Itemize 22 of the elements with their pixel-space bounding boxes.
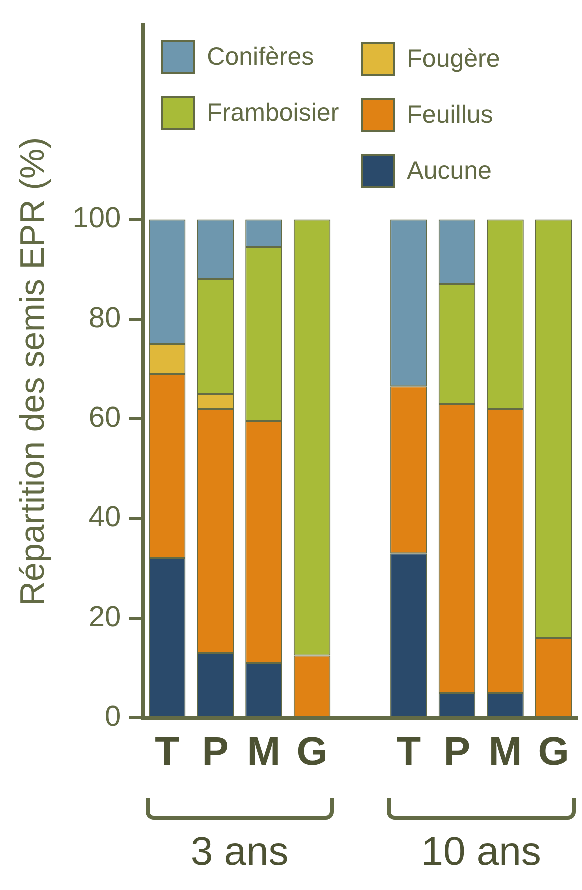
legend-label: Framboisier	[207, 98, 340, 128]
text: 3 ans	[190, 830, 290, 875]
legend-label: Feuillus	[407, 100, 494, 130]
y-tick-label: 20	[88, 601, 122, 634]
x-tick-label: T	[396, 730, 422, 774]
y-tick-label: 40	[88, 502, 122, 534]
legend-label: Conifères	[207, 42, 314, 72]
x-tick-label: T	[155, 730, 180, 774]
y-tick-label: 100	[72, 202, 122, 235]
x-tick-label: G	[296, 730, 328, 774]
x-tick-label: P	[202, 730, 229, 774]
x-tick-label: P	[444, 730, 471, 774]
x-tick-label: M	[488, 730, 522, 774]
legend-label: Fougère	[407, 44, 500, 74]
y-axis-title: Répartition des semis EPR (%)	[14, 137, 52, 606]
x-tick-label: M	[247, 730, 281, 774]
y-tick-label: 60	[88, 402, 122, 434]
legend-label: Aucune	[407, 156, 492, 186]
x-tick-label: G	[538, 730, 570, 774]
y-tick-label: 0	[105, 701, 122, 733]
y-tick-label: 80	[88, 302, 122, 334]
text: 10 ans	[420, 830, 542, 875]
